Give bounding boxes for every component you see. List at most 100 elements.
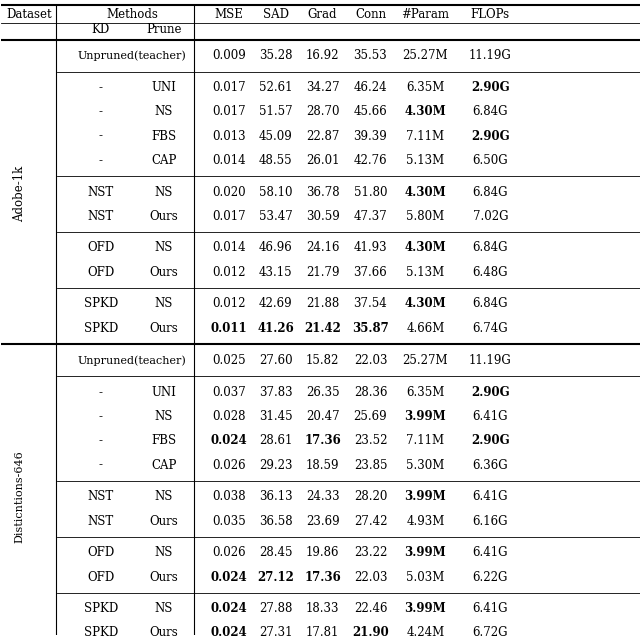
Text: 25.69: 25.69 [354,410,387,423]
Text: 4.30M: 4.30M [404,298,446,310]
Text: 0.014: 0.014 [212,241,246,255]
Text: 0.014: 0.014 [212,154,246,167]
Text: NS: NS [155,186,173,198]
Text: 7.11M: 7.11M [406,130,444,143]
Text: 6.84G: 6.84G [472,186,508,198]
Text: 41.26: 41.26 [257,322,294,335]
Text: 30.59: 30.59 [306,210,339,223]
Text: 43.15: 43.15 [259,266,292,279]
Text: 37.66: 37.66 [353,266,387,279]
Text: Conn: Conn [355,8,386,21]
Text: Ours: Ours [150,627,178,639]
Text: 0.038: 0.038 [212,490,246,503]
Text: 39.39: 39.39 [353,130,387,143]
Text: Methods: Methods [106,8,158,21]
Text: OFD: OFD [87,266,115,279]
Text: 22.03: 22.03 [354,354,387,367]
Text: 28.36: 28.36 [354,386,387,399]
Text: 6.22G: 6.22G [472,570,508,584]
Text: -: - [99,459,103,472]
Text: SPKD: SPKD [84,322,118,335]
Text: -: - [99,81,103,94]
Text: 6.35M: 6.35M [406,81,445,94]
Text: 3.99M: 3.99M [404,490,446,503]
Text: 2.90G: 2.90G [471,130,509,143]
Text: 31.45: 31.45 [259,410,292,423]
Text: 2.90G: 2.90G [471,386,509,399]
Text: 4.24M: 4.24M [406,627,445,639]
Text: #Param: #Param [401,8,449,21]
Text: 35.28: 35.28 [259,49,292,62]
Text: 6.84G: 6.84G [472,241,508,255]
Text: 46.24: 46.24 [354,81,387,94]
Text: 0.012: 0.012 [212,266,246,279]
Text: 17.36: 17.36 [304,435,341,447]
Text: OFD: OFD [87,570,115,584]
Text: 6.74G: 6.74G [472,322,508,335]
Text: 4.30M: 4.30M [404,106,446,118]
Text: Ours: Ours [150,266,178,279]
Text: 18.33: 18.33 [306,602,339,615]
Text: 25.27M: 25.27M [403,49,448,62]
Text: UNI: UNI [152,81,176,94]
Text: 21.42: 21.42 [304,322,341,335]
Text: 35.53: 35.53 [353,49,387,62]
Text: 5.30M: 5.30M [406,459,445,472]
Text: 58.10: 58.10 [259,186,292,198]
Text: 51.80: 51.80 [354,186,387,198]
Text: 2.90G: 2.90G [471,435,509,447]
Text: SPKD: SPKD [84,298,118,310]
Text: 5.80M: 5.80M [406,210,445,223]
Text: 24.16: 24.16 [306,241,339,255]
Text: 53.47: 53.47 [259,210,292,223]
Text: 6.36G: 6.36G [472,459,508,472]
Text: 28.70: 28.70 [306,106,339,118]
Text: 28.61: 28.61 [259,435,292,447]
Text: Adobe-1k: Adobe-1k [13,166,26,222]
Text: 27.12: 27.12 [257,570,294,584]
Text: 46.96: 46.96 [259,241,292,255]
Text: 27.88: 27.88 [259,602,292,615]
Text: 23.69: 23.69 [306,515,339,527]
Text: 0.024: 0.024 [211,570,247,584]
Text: 6.84G: 6.84G [472,298,508,310]
Text: 2.90G: 2.90G [471,81,509,94]
Text: 18.59: 18.59 [306,459,339,472]
Text: Ours: Ours [150,210,178,223]
Text: 23.85: 23.85 [354,459,387,472]
Text: KD: KD [92,23,110,36]
Text: 0.024: 0.024 [211,627,247,639]
Text: NST: NST [88,186,114,198]
Text: 11.19G: 11.19G [469,49,511,62]
Text: 0.037: 0.037 [212,386,246,399]
Text: 42.76: 42.76 [354,154,387,167]
Text: 27.31: 27.31 [259,627,292,639]
Text: 36.58: 36.58 [259,515,292,527]
Text: 36.78: 36.78 [306,186,339,198]
Text: 37.54: 37.54 [353,298,387,310]
Text: 17.36: 17.36 [304,570,341,584]
Text: 21.79: 21.79 [306,266,339,279]
Text: 5.03M: 5.03M [406,570,445,584]
Text: 23.22: 23.22 [354,546,387,559]
Text: 28.20: 28.20 [354,490,387,503]
Text: FBS: FBS [151,435,177,447]
Text: 4.30M: 4.30M [404,186,446,198]
Text: -: - [99,435,103,447]
Text: Prune: Prune [146,23,182,36]
Text: 21.88: 21.88 [306,298,339,310]
Text: 35.87: 35.87 [352,322,389,335]
Text: 0.017: 0.017 [212,106,246,118]
Text: 0.017: 0.017 [212,210,246,223]
Text: 0.017: 0.017 [212,81,246,94]
Text: -: - [99,410,103,423]
Text: 34.27: 34.27 [306,81,339,94]
Text: 27.60: 27.60 [259,354,292,367]
Text: 20.47: 20.47 [306,410,339,423]
Text: Grad: Grad [308,8,337,21]
Text: -: - [99,154,103,167]
Text: 42.69: 42.69 [259,298,292,310]
Text: 0.026: 0.026 [212,546,246,559]
Text: 6.35M: 6.35M [406,386,445,399]
Text: NS: NS [155,602,173,615]
